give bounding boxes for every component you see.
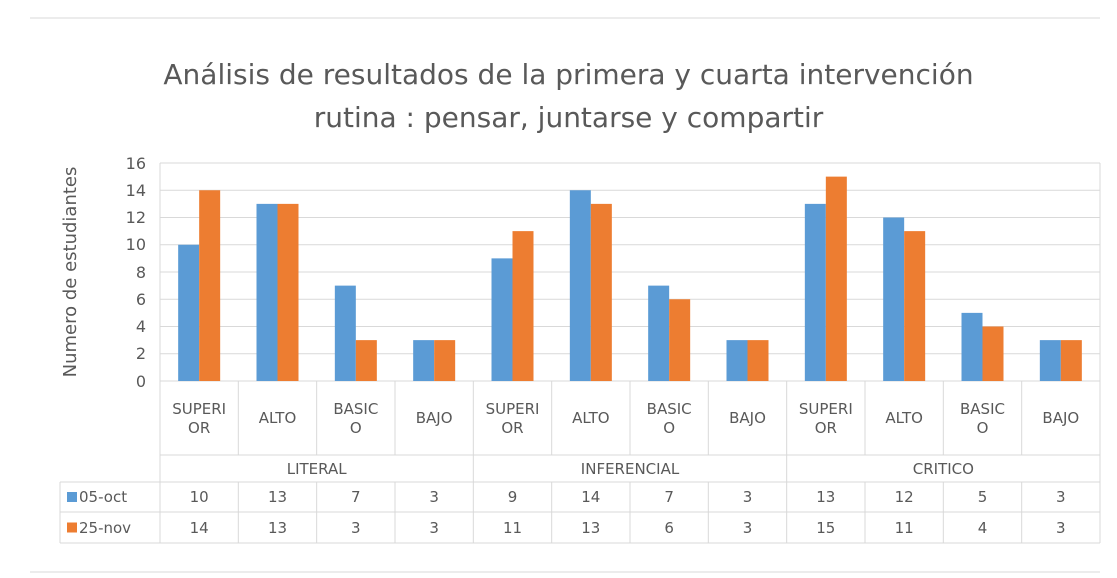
bar bbox=[669, 299, 691, 381]
bar bbox=[1039, 340, 1061, 381]
table-cell: 3 bbox=[429, 518, 439, 537]
table-cell: 5 bbox=[977, 488, 988, 506]
table-cell: 7 bbox=[351, 488, 361, 506]
table-cell: 4 bbox=[977, 518, 988, 537]
chart-title: Análisis de resultados de la primera y c… bbox=[163, 57, 974, 91]
table-cell: 7 bbox=[664, 488, 674, 506]
bar bbox=[804, 203, 826, 381]
bar bbox=[512, 231, 534, 381]
legend-label: 05-oct bbox=[79, 488, 128, 506]
table-cell: 3 bbox=[1056, 488, 1066, 506]
y-tick-label: 16 bbox=[125, 153, 146, 173]
table-cell: 3 bbox=[429, 488, 439, 506]
table-cell: 3 bbox=[742, 488, 753, 506]
y-tick-label: 6 bbox=[135, 289, 146, 309]
x-tick-label: BASICO bbox=[646, 399, 692, 438]
x-tick-label: BASICO bbox=[960, 399, 1005, 438]
table-cell: 14 bbox=[189, 518, 209, 537]
y-tick-label: 2 bbox=[135, 344, 146, 364]
table-cell: 9 bbox=[507, 488, 518, 506]
bar bbox=[825, 176, 847, 381]
table-cell: 13 bbox=[581, 518, 601, 537]
bar bbox=[726, 340, 748, 381]
x-tick-label: SUPERIOR bbox=[798, 399, 853, 438]
y-tick-label: 12 bbox=[125, 208, 146, 227]
legend-swatch bbox=[67, 522, 77, 533]
bar bbox=[277, 203, 299, 381]
y-tick-label: 0 bbox=[135, 371, 146, 391]
chart-title: rutina : pensar, juntarse y compartir bbox=[313, 100, 824, 134]
x-tick-label: ALTO bbox=[572, 409, 610, 428]
bar bbox=[1060, 340, 1082, 381]
x-tick-label: SUPERIOR bbox=[485, 399, 540, 438]
table-cell: 3 bbox=[1056, 518, 1066, 537]
group-label: INFERENCIAL bbox=[580, 459, 680, 478]
y-tick-label: 4 bbox=[135, 317, 146, 336]
bar bbox=[413, 340, 435, 381]
x-tick-label: SUPERIOR bbox=[172, 399, 227, 438]
table-cell: 15 bbox=[816, 518, 836, 537]
bar bbox=[590, 203, 612, 381]
bar bbox=[434, 340, 456, 381]
bar bbox=[569, 190, 591, 381]
y-tick-label: 14 bbox=[125, 180, 146, 200]
bar bbox=[256, 203, 278, 381]
bar bbox=[648, 285, 670, 381]
bar bbox=[178, 244, 200, 381]
bar bbox=[961, 312, 983, 381]
table-cell: 13 bbox=[816, 488, 836, 506]
table-cell: 11 bbox=[502, 518, 523, 537]
group-label: CRITICO bbox=[912, 459, 974, 478]
x-tick-label: BASICO bbox=[333, 399, 379, 438]
table-cell: 12 bbox=[894, 488, 914, 506]
table-cell: 14 bbox=[581, 488, 601, 506]
bar bbox=[904, 231, 926, 381]
bar bbox=[491, 258, 513, 381]
y-tick-label: 10 bbox=[125, 235, 146, 255]
legend-swatch bbox=[67, 492, 77, 502]
table-cell: 13 bbox=[267, 488, 288, 506]
table-cell: 3 bbox=[742, 518, 753, 537]
y-tick-label: 8 bbox=[135, 262, 146, 282]
y-axis-label: Numero de estudiantes bbox=[59, 166, 81, 378]
x-tick-label: BAJO bbox=[1042, 409, 1080, 428]
table-cell: 6 bbox=[664, 518, 674, 537]
bar bbox=[747, 340, 769, 381]
legend-label: 25-nov bbox=[79, 518, 132, 537]
table-cell: 3 bbox=[351, 518, 361, 537]
bar bbox=[199, 190, 221, 381]
bar bbox=[883, 217, 905, 381]
bar bbox=[334, 285, 356, 381]
x-tick-label: ALTO bbox=[258, 409, 297, 428]
group-label: LITERAL bbox=[286, 459, 347, 478]
x-tick-label: ALTO bbox=[885, 409, 923, 428]
bar bbox=[982, 326, 1004, 381]
table-cell: 10 bbox=[189, 488, 209, 506]
table-cell: 13 bbox=[267, 518, 288, 537]
x-tick-label: BAJO bbox=[729, 409, 766, 428]
x-tick-label: BAJO bbox=[415, 409, 453, 428]
table-cell: 11 bbox=[894, 518, 914, 537]
bar bbox=[355, 340, 377, 381]
